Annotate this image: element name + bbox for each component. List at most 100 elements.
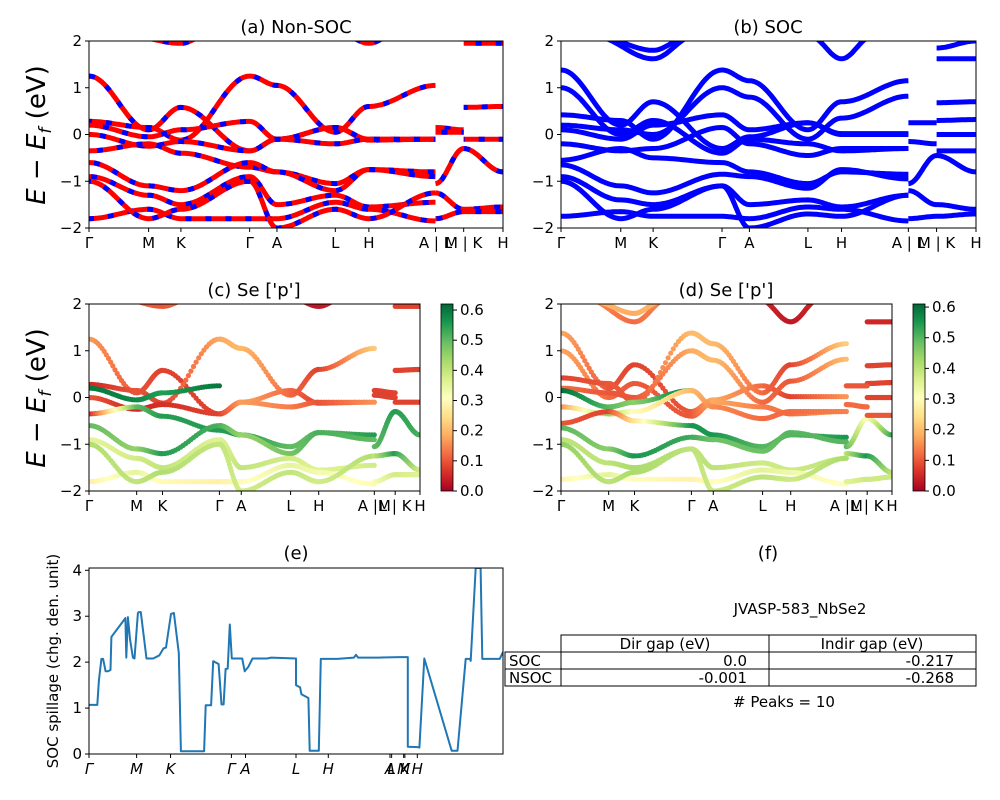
y-tick-label: −1: [532, 172, 554, 190]
projection-point: [182, 297, 187, 302]
projection-point: [843, 356, 849, 362]
projection-point: [889, 432, 892, 438]
colorbar-tick-label: 0.1: [460, 452, 484, 470]
projection-point: [178, 298, 183, 303]
projection-point: [190, 363, 197, 370]
peaks-count-label: # Peaks = 10: [733, 693, 835, 711]
x-tick-label: A: [708, 497, 719, 515]
projection-point: [587, 297, 592, 302]
band-line-dash: [463, 104, 503, 110]
projection-point: [889, 379, 892, 386]
band-line: [561, 67, 909, 142]
projection-point: [663, 297, 668, 302]
x-tick-label: L: [387, 760, 395, 778]
y-tick-label: 4: [72, 561, 82, 579]
band-line: [435, 145, 503, 187]
projection-point: [658, 299, 663, 304]
x-tick-label: Γ: [245, 234, 254, 252]
projection-point: [333, 298, 338, 303]
projection-point: [417, 467, 420, 473]
band-line: [561, 145, 909, 187]
projection-point: [417, 399, 420, 405]
projection-point: [198, 351, 204, 357]
projection-point: [120, 297, 125, 302]
projection-point: [131, 298, 136, 303]
x-tick-label: M | K: [445, 234, 484, 252]
projection-point: [670, 346, 676, 352]
panel-c-ylabel: E − Ef (eV): [22, 328, 56, 468]
projection-point: [593, 299, 598, 304]
band-line: [936, 99, 976, 106]
x-tick-label: H: [785, 497, 796, 515]
colorbar-tick-label: 0.5: [460, 331, 484, 349]
panel-e-spillage-line: [89, 568, 503, 753]
projection-point: [301, 299, 306, 304]
colorbar-tick-label: 0.2: [932, 421, 956, 439]
projection-point: [417, 432, 420, 438]
band-line: [936, 41, 976, 51]
y-tick-label: −2: [532, 219, 554, 237]
colorbar-gradient: [912, 303, 926, 492]
x-tick-label: L: [804, 234, 813, 252]
y-tick-label: 0: [544, 126, 554, 144]
y-tick-label: 2: [544, 295, 554, 313]
panel-b-title: (b) SOC: [733, 17, 802, 38]
x-tick-label: K: [630, 497, 641, 515]
y-tick-label: 3: [72, 607, 82, 625]
y-tick-label: 2: [544, 32, 554, 50]
projection-point: [193, 359, 199, 365]
projection-point: [330, 299, 335, 304]
projection-point: [180, 381, 186, 387]
band-line: [561, 112, 909, 142]
band-line-dash: [89, 178, 436, 228]
projection-point: [584, 361, 590, 368]
projection-point: [660, 298, 665, 303]
band-line: [149, 41, 197, 46]
colorbar-tick-label: 0.0: [932, 482, 956, 500]
x-tick-label: A |M: [830, 497, 863, 515]
x-tick-label: A | L: [892, 234, 926, 252]
panel-d-colorbar: 0.0 0.1 0.2 0.3 0.4 0.5 0.6: [912, 298, 956, 500]
projection-point: [843, 394, 849, 400]
projection-point: [371, 432, 377, 438]
projection-point: [813, 298, 818, 303]
x-tick-label: A: [236, 497, 247, 515]
x-tick-label: L: [758, 497, 767, 515]
projection-point: [180, 298, 185, 303]
colorbar-tick-label: 0.3: [460, 392, 484, 410]
x-tick-label: A: [239, 760, 250, 778]
projection-point: [179, 298, 184, 303]
colorbar-tick-label: 0.0: [460, 482, 484, 500]
projection-point: [392, 394, 398, 401]
band-line-dash: [89, 141, 436, 187]
y-tick-label: 2: [72, 32, 82, 50]
x-tick-label: K: [176, 234, 187, 252]
projection-point: [337, 297, 342, 302]
projection-point: [889, 412, 892, 418]
projection-point: [121, 297, 126, 302]
projection-point: [814, 297, 819, 302]
x-tick-label: H: [970, 234, 981, 252]
y-tick-label: 1: [72, 79, 82, 97]
projection-point: [188, 368, 194, 374]
x-tick-label: Γ: [85, 497, 94, 515]
x-tick-label: M: [397, 760, 410, 778]
projection-point: [108, 359, 114, 365]
table-row-label-soc: SOC: [509, 652, 541, 670]
x-tick-label: Γ: [687, 497, 696, 515]
colorbar-tick-label: 0.1: [932, 451, 956, 469]
projection-point: [371, 462, 377, 468]
projection-point: [577, 350, 584, 356]
band-line: [908, 188, 976, 212]
x-tick-label: A: [272, 234, 283, 252]
band-line: [908, 152, 976, 187]
projection-point: [186, 297, 191, 302]
band-line: [561, 204, 909, 224]
projection-point: [335, 297, 340, 302]
y-tick-label: −2: [532, 482, 554, 500]
table-soc-dir-gap: 0.0: [723, 652, 747, 670]
